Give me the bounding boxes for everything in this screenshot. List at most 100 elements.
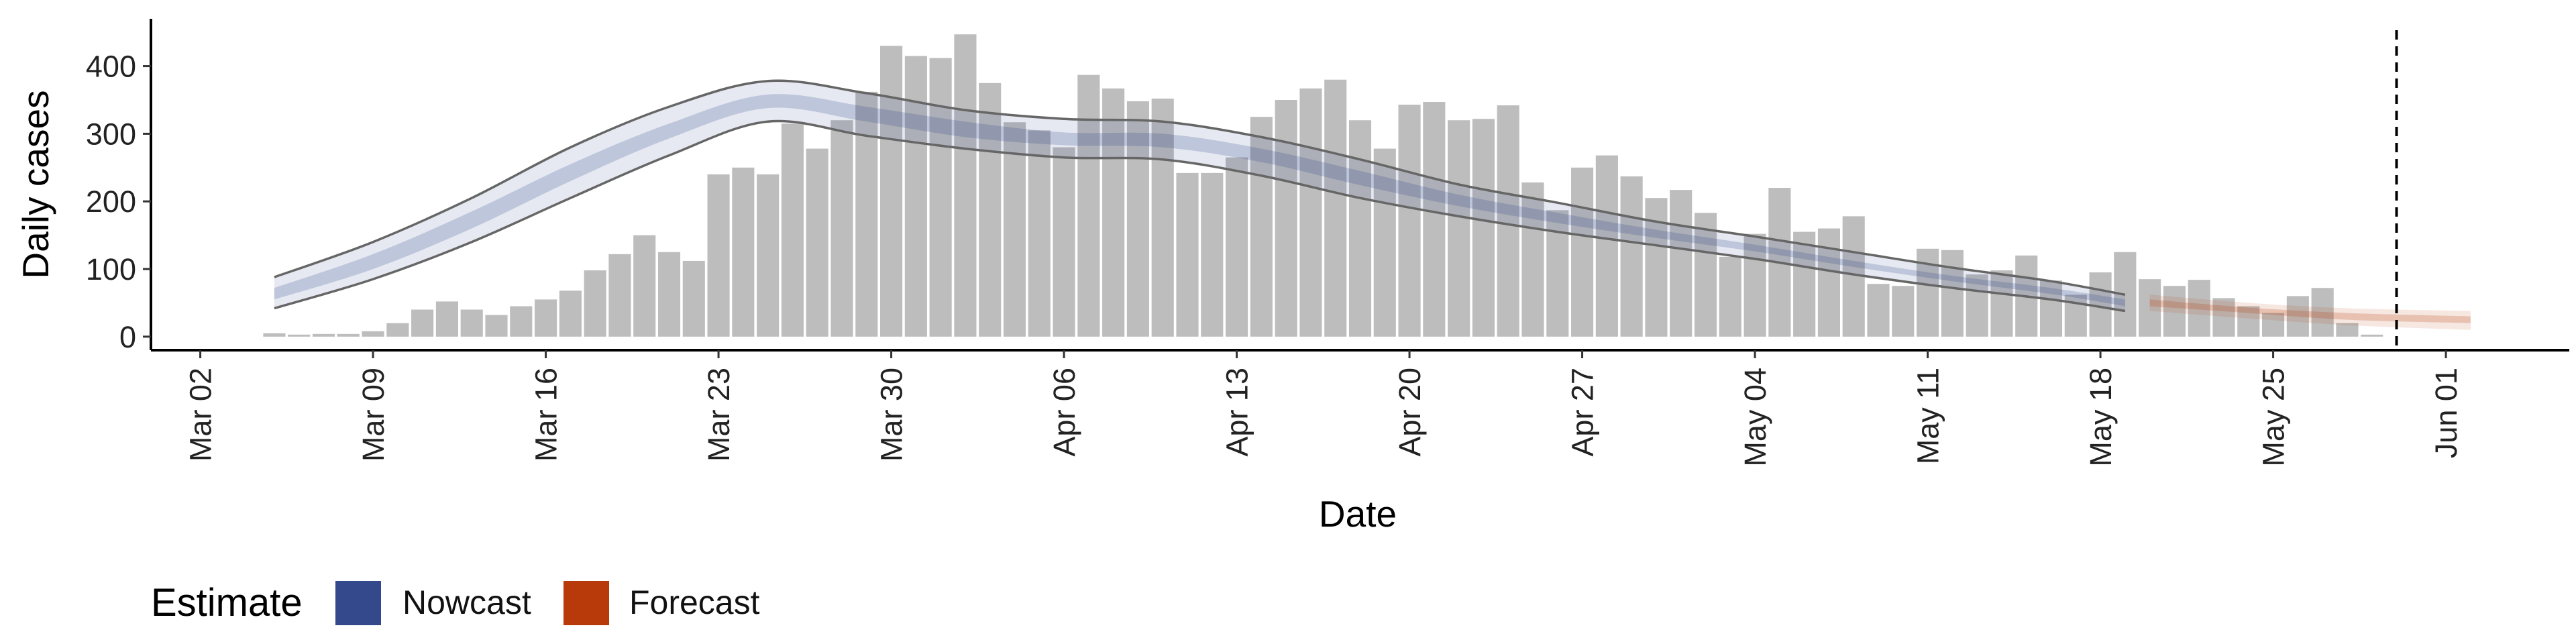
bar: [880, 46, 903, 337]
bar: [2361, 334, 2383, 337]
bars: [263, 34, 2383, 337]
bar: [2336, 323, 2359, 337]
bar: [1990, 270, 2013, 337]
bar: [806, 148, 828, 337]
bar: [1966, 274, 1988, 337]
x-tick-label: Jun 01: [2429, 368, 2463, 458]
bar: [1373, 148, 1396, 337]
bar: [1275, 99, 1297, 337]
bar: [830, 120, 853, 337]
bar: [1398, 105, 1421, 337]
bar: [1053, 147, 1075, 337]
bar: [1571, 167, 1594, 337]
bar: [608, 254, 631, 337]
x-tick-label: Mar 23: [702, 368, 736, 462]
bar: [2237, 306, 2260, 337]
y-tick-label: 300: [86, 117, 136, 151]
x-ticks: Mar 02 Mar 09 Mar 16 Mar 23 Mar 30 Apr 06 Apr …: [184, 350, 2463, 467]
x-tick-label: Mar 02: [184, 368, 218, 462]
x-tick-label: May 25: [2257, 368, 2291, 467]
bar: [1521, 182, 1544, 337]
bar: [535, 299, 557, 337]
bar: [2188, 280, 2210, 337]
bar: [1299, 88, 1322, 337]
bar: [1694, 213, 1717, 337]
bar: [362, 331, 384, 337]
x-axis-title: Date: [1319, 493, 1397, 535]
bar: [2262, 313, 2285, 337]
bar: [312, 333, 335, 337]
bar: [954, 34, 977, 337]
bar: [1151, 98, 1174, 337]
y-axis-title: Daily cases: [15, 90, 56, 278]
bar: [1620, 176, 1643, 337]
bar: [2039, 280, 2063, 337]
nowcast-upper-line: [274, 79, 2126, 297]
bar: [460, 309, 483, 337]
bar: [2286, 296, 2309, 337]
bar: [1817, 228, 1840, 337]
bar: [1126, 101, 1149, 337]
bar: [1719, 256, 1741, 337]
bar: [2212, 298, 2235, 337]
forecast-outer-band: [2149, 294, 2471, 330]
legend-swatch-nowcast: [335, 581, 381, 625]
bar: [411, 309, 434, 337]
bar: [510, 306, 533, 337]
bar: [682, 260, 705, 337]
bar: [657, 252, 681, 337]
x-tick-label: May 04: [1738, 368, 1772, 467]
bar: [1226, 157, 1248, 337]
legend: Estimate Nowcast Forecast: [151, 581, 760, 625]
bar: [1348, 120, 1372, 337]
legend-label-forecast: Forecast: [629, 584, 760, 621]
bar: [2139, 279, 2161, 337]
bar: [386, 323, 409, 337]
bar: [1793, 231, 1816, 337]
bar: [1941, 250, 1964, 337]
y-tick-label: 200: [86, 184, 136, 219]
bar: [1867, 284, 1890, 337]
bar: [707, 174, 730, 337]
bar: [1423, 102, 1446, 337]
axes: [150, 19, 2569, 352]
x-tick-label: Apr 27: [1566, 368, 1600, 457]
bar: [732, 167, 755, 337]
estimate-bands: [274, 30, 2471, 350]
bar: [904, 56, 927, 337]
y-tick-label: 400: [86, 50, 136, 84]
x-tick-label: Mar 16: [529, 368, 564, 462]
x-tick-label: May 11: [1911, 368, 1945, 464]
bar: [633, 235, 656, 337]
x-tick-label: May 18: [2084, 368, 2118, 467]
y-tick-label: 0: [119, 320, 136, 354]
bar: [1102, 88, 1125, 337]
bar: [1497, 105, 1519, 337]
x-tick-label: Mar 30: [875, 368, 909, 462]
bar: [1645, 198, 1668, 337]
bar: [979, 83, 1002, 337]
bar: [1892, 286, 1915, 337]
bar: [263, 333, 286, 337]
bar: [1472, 119, 1495, 337]
forecast-inner-band: [2149, 299, 2471, 323]
bar: [2089, 272, 2112, 337]
x-tick-label: Mar 09: [356, 368, 390, 462]
bar: [1176, 172, 1199, 337]
x-tick-label: Apr 06: [1047, 368, 1081, 457]
bar: [337, 333, 360, 337]
bar: [1595, 155, 1618, 337]
bar: [584, 270, 606, 337]
bar: [1003, 122, 1026, 337]
bar: [485, 315, 508, 337]
bar: [1077, 74, 1100, 337]
bar: [1250, 117, 1273, 337]
bar: [288, 334, 311, 337]
bar: [781, 123, 804, 337]
bar: [435, 301, 458, 337]
bar: [1670, 190, 1693, 337]
bar: [1324, 79, 1347, 337]
bar: [757, 174, 780, 337]
bar: [559, 290, 582, 337]
